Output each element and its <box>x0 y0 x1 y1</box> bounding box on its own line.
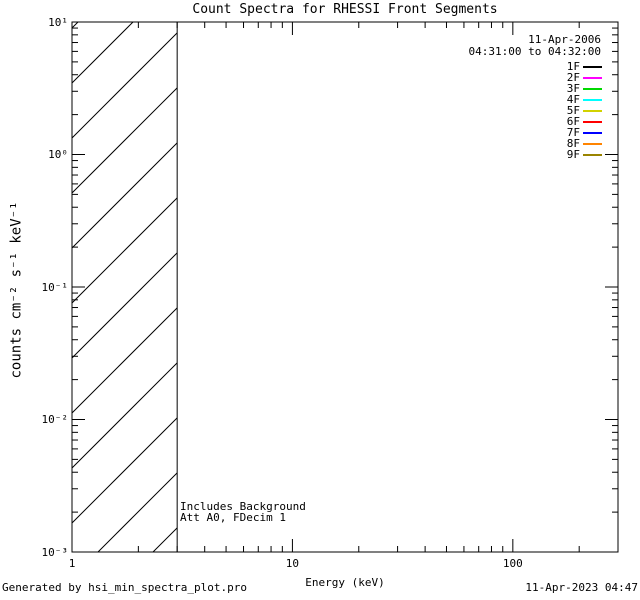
legend-row: 2F <box>540 72 602 83</box>
y-tick-label: 10¹ <box>48 16 68 29</box>
legend-series-label: 7F <box>566 126 580 139</box>
legend-series-label: 8F <box>566 137 580 150</box>
y-tick-label: 10⁻³ <box>41 546 69 559</box>
legend-row: 5F <box>540 105 602 116</box>
legend-series-line <box>583 120 602 123</box>
legend-row: 3F <box>540 83 602 94</box>
legend-series-line <box>583 65 602 68</box>
hatch-line <box>72 32 178 139</box>
legend-row: 4F <box>540 94 602 105</box>
hatch-line <box>72 252 178 359</box>
legend-series-label: 3F <box>566 82 580 95</box>
hatch-line <box>72 142 178 249</box>
chart-title: Count Spectra for RHESSI Front Segments <box>192 2 498 17</box>
x-axis-title: Energy (keV) <box>305 576 385 589</box>
annotation-attenuator: Att A0, FDecim 1 <box>180 511 286 524</box>
legend-series-line <box>583 142 602 145</box>
hatch-line <box>72 87 178 194</box>
hatch-line <box>97 472 178 552</box>
legend-series-label: 1F <box>566 60 580 73</box>
legend-series-label: 9F <box>566 148 580 161</box>
x-tick-label: 100 <box>502 557 523 570</box>
y-tick-label: 10⁻² <box>41 413 69 426</box>
legend-time-range: 04:31:00 to 04:32:00 <box>468 45 601 58</box>
annotation-background: Includes Background <box>180 500 306 513</box>
hatch-line <box>152 527 178 552</box>
legend-series-label: 2F <box>566 71 580 84</box>
legend-series-line <box>583 131 602 134</box>
legend-series-line <box>583 98 602 101</box>
legend-row: 7F <box>540 127 602 138</box>
y-tick-label: 10⁻¹ <box>41 281 69 294</box>
legend-series-label: 6F <box>566 115 580 128</box>
generated-by-text: Generated by hsi_min_spectra_plot.pro <box>2 581 248 594</box>
y-tick-label: 10⁰ <box>48 148 68 161</box>
x-tick-label: 10 <box>285 557 300 570</box>
legend-series-line <box>583 109 602 112</box>
legend-series-line <box>583 87 602 90</box>
legend-row: 6F <box>540 116 602 127</box>
hatch-line <box>72 417 178 524</box>
legend-series-label: 5F <box>566 104 580 117</box>
legend-header: 11-Apr-2006 04:31:00 to 04:32:00 <box>469 34 601 58</box>
plot-annotation: Includes Background Att A0, FDecim 1 <box>180 501 306 523</box>
legend-series-label: 4F <box>566 93 580 106</box>
hatch-region <box>72 22 178 552</box>
legend-row: 9F <box>540 149 602 160</box>
legend-row: 8F <box>540 138 602 149</box>
legend-series-line <box>583 76 602 79</box>
hatch-line <box>72 362 178 469</box>
plot-timestamp: 11-Apr-2023 04:47 <box>525 581 638 594</box>
hatch-line <box>72 307 178 414</box>
hatch-line <box>72 197 178 304</box>
legend-series-line <box>583 153 602 156</box>
hatch-line <box>72 22 134 84</box>
plot-frame <box>71 21 619 553</box>
x-tick-label: 1 <box>68 557 76 570</box>
legend-row: 1F <box>540 61 602 72</box>
legend-date: 11-Apr-2006 <box>528 33 601 46</box>
